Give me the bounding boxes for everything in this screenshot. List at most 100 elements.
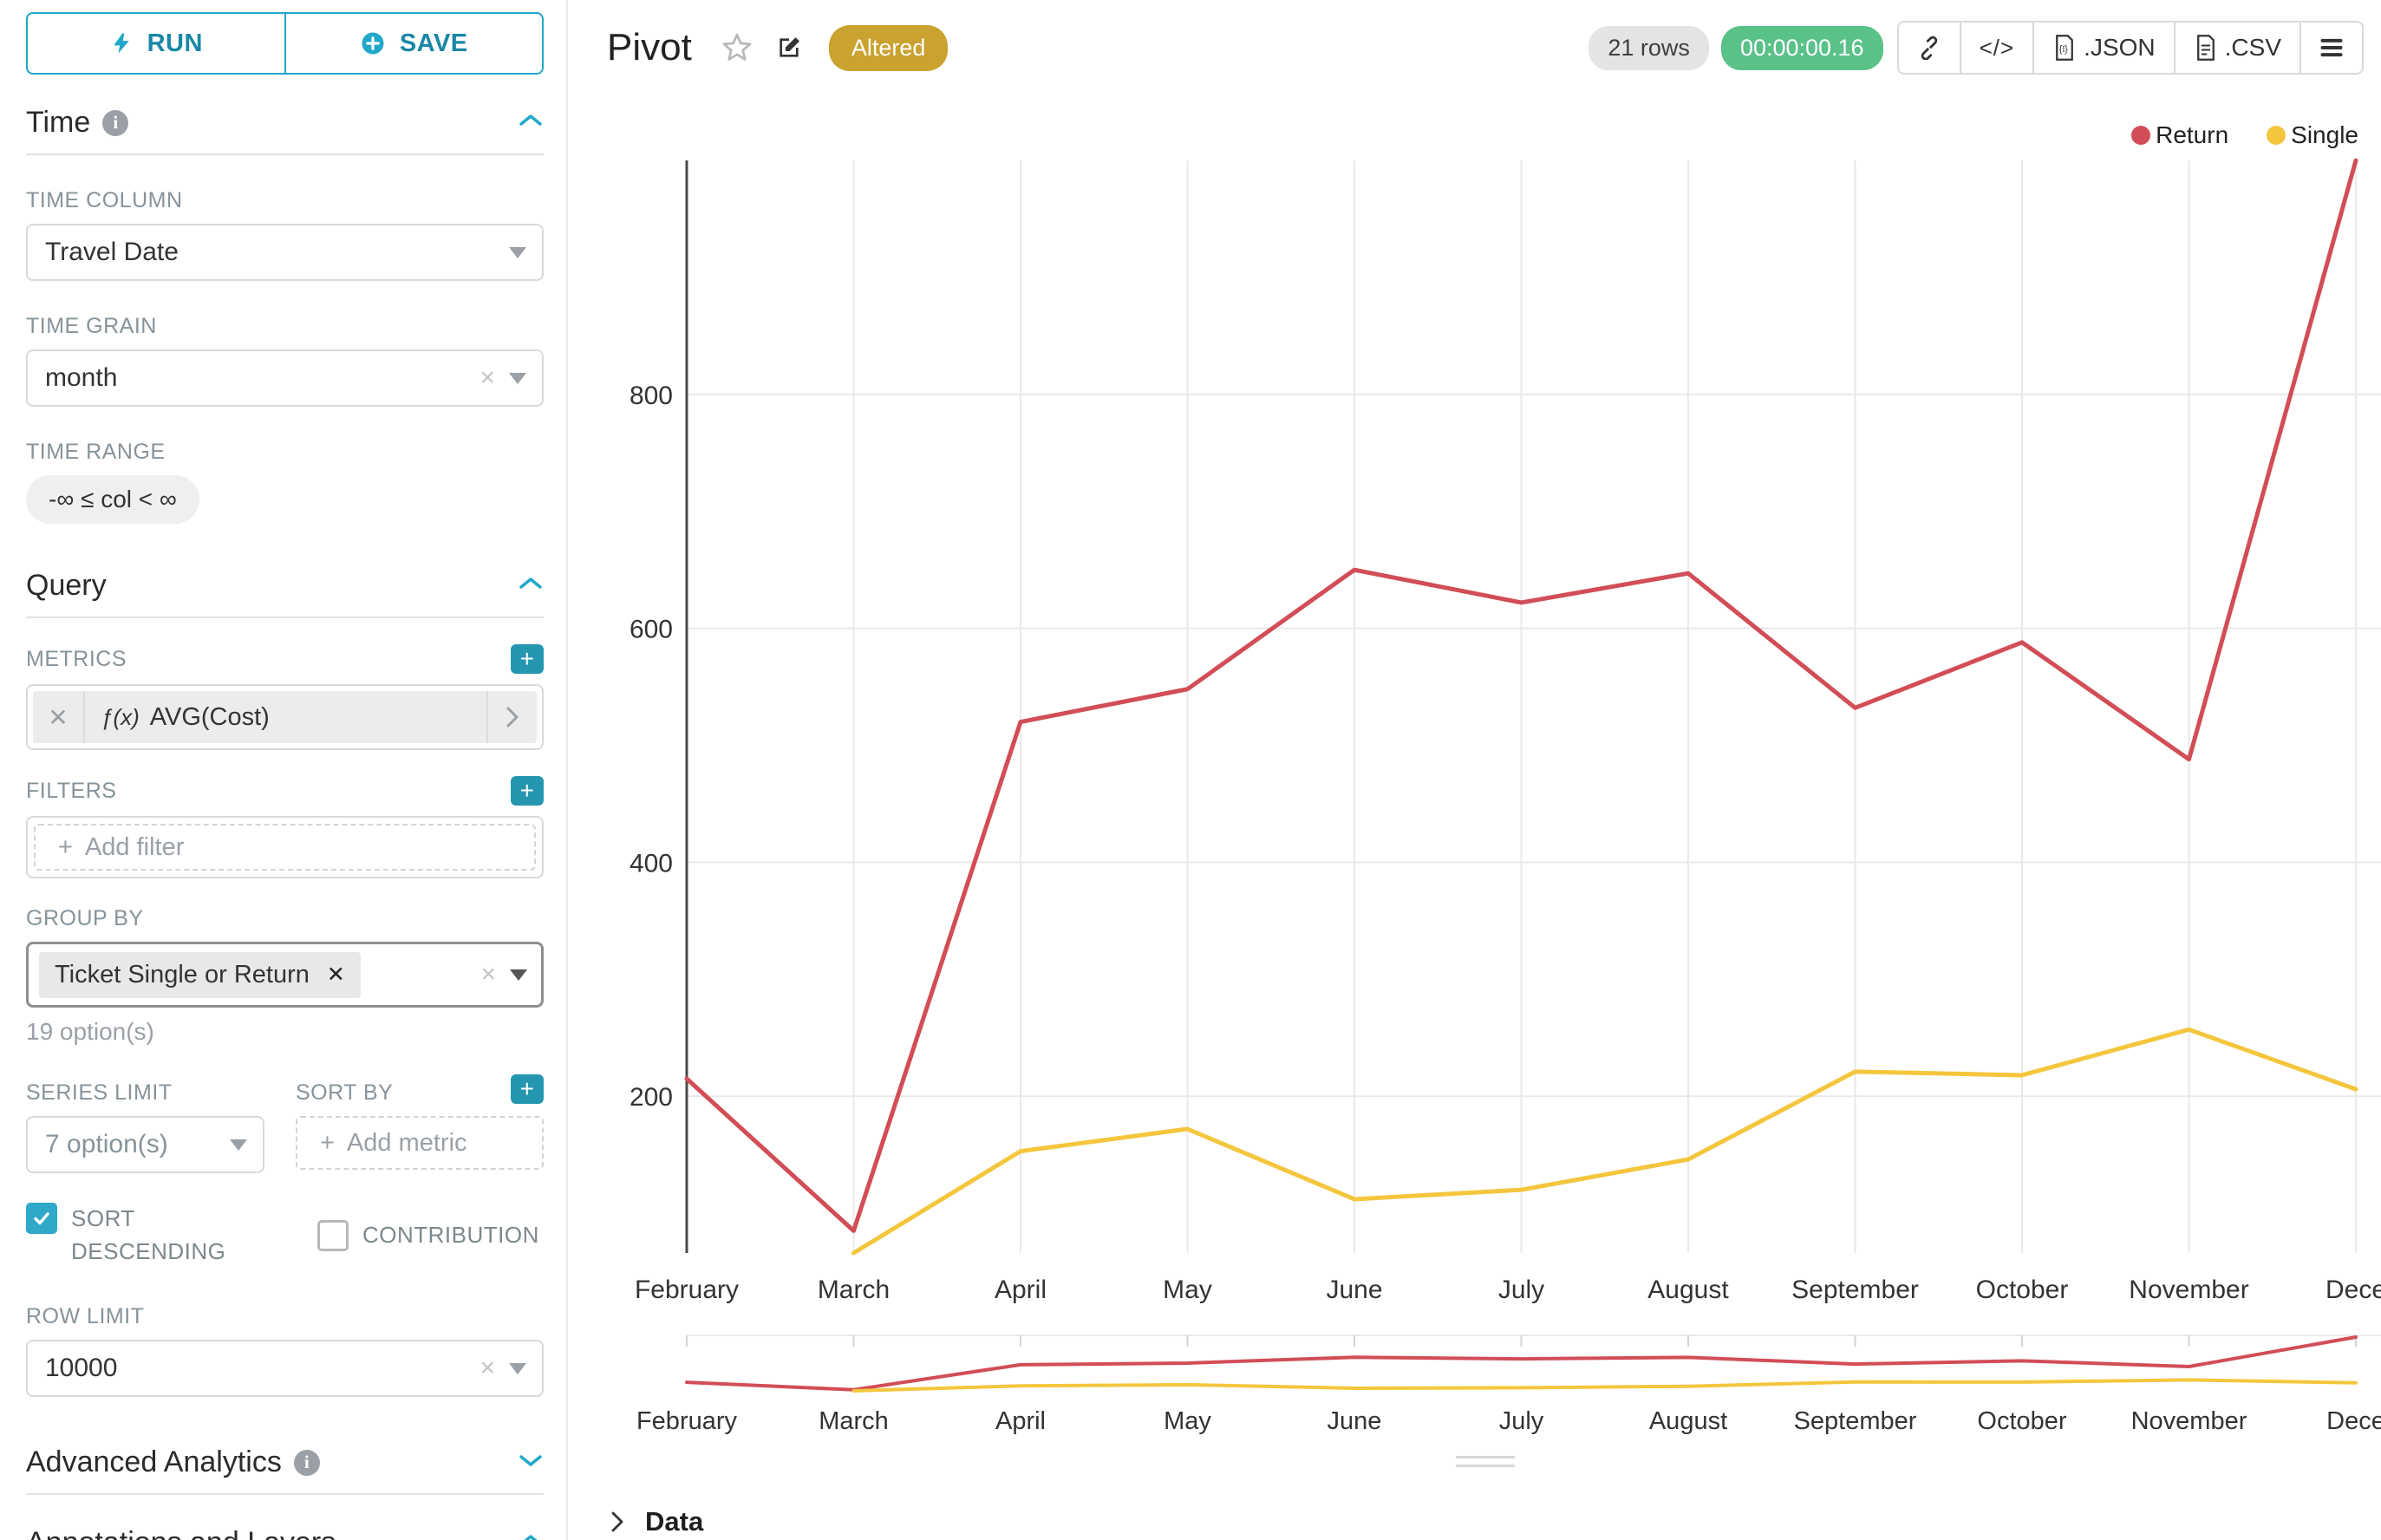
run-button-label: RUN (147, 29, 203, 57)
sort-by-placeholder[interactable]: + Add metric (296, 1116, 544, 1170)
plus-icon: + (58, 832, 73, 861)
group-by-label: GROUP BY (26, 906, 144, 930)
resize-handle[interactable] (1456, 1456, 1515, 1473)
add-filter-placeholder[interactable]: + Add filter (34, 824, 536, 871)
mini-x-axis-tick-label: June (1327, 1407, 1382, 1435)
clear-icon[interactable]: × (480, 960, 496, 989)
group-by-select[interactable]: Ticket Single or Return ✕ × (26, 942, 544, 1008)
sort-by-label: SORT BY (296, 1080, 394, 1105)
link-icon (1917, 36, 1941, 60)
checkbox-row: SORT DESCENDING CONTRIBUTION (26, 1203, 544, 1268)
query-section-header: Query (26, 569, 544, 603)
save-button-label: SAVE (399, 29, 468, 57)
time-range-pill[interactable]: -∞ ≤ col < ∞ (26, 475, 199, 524)
collapse-chevron-up-icon[interactable] (518, 575, 544, 597)
series-sort-row: SERIES LIMIT 7 option(s) SORT BY + + Add… (26, 1073, 544, 1173)
metrics-label-row: METRICS + (26, 644, 544, 674)
chevron-down-icon (510, 969, 527, 981)
data-panel-title: Data (645, 1506, 704, 1537)
clear-icon[interactable]: × (479, 1354, 495, 1383)
legend-item-single[interactable]: Single (2267, 121, 2358, 149)
metric-value: AVG(Cost) (149, 702, 270, 731)
json-file-icon: {᎒} (2052, 35, 2077, 61)
section-divider (26, 153, 544, 155)
time-range-label: TIME RANGE (26, 440, 166, 464)
x-axis-tick-label: October (1976, 1276, 2069, 1304)
time-grain-select[interactable]: month × (26, 349, 544, 407)
legend-dot (2131, 126, 2151, 145)
series-limit-select[interactable]: 7 option(s) (26, 1116, 264, 1173)
y-axis-tick-label: 200 (629, 1083, 673, 1112)
expand-chevron-down-icon[interactable] (518, 1452, 544, 1473)
x-axis-tick-label: Dece (2326, 1276, 2381, 1304)
advanced-analytics-title: Advanced Analytics (26, 1445, 282, 1479)
x-axis-tick-label: August (1647, 1276, 1729, 1304)
time-column-select[interactable]: Travel Date (26, 224, 544, 281)
embed-code-button[interactable]: </> (1961, 23, 2035, 73)
metrics-label: METRICS (26, 646, 127, 671)
filters-label-row: FILTERS + (26, 776, 544, 806)
mini-series-line-return (685, 1335, 2358, 1392)
collapse-chevron-up-icon[interactable] (518, 112, 544, 134)
x-axis-tick-label: June (1326, 1276, 1382, 1304)
chevron-down-icon (230, 1139, 247, 1151)
contribution-checkbox[interactable] (317, 1219, 349, 1251)
time-grain-label: TIME GRAIN (26, 314, 157, 338)
info-icon: i (102, 109, 129, 136)
edit-properties-icon[interactable] (775, 34, 803, 62)
timer-badge: 00:00:00.16 (1720, 25, 1883, 70)
remove-metric-icon[interactable]: ✕ (33, 691, 85, 743)
run-button[interactable]: RUN (26, 12, 285, 75)
add-filter-plus-button[interactable]: + (511, 776, 544, 806)
legend-item-return[interactable]: Return (2131, 121, 2228, 149)
mini-x-axis-tick-label: July (1499, 1407, 1544, 1435)
row-count-badge: 21 rows (1588, 25, 1709, 70)
add-metric-plus-button[interactable]: + (511, 644, 544, 674)
x-axis-tick-label: November (2129, 1276, 2248, 1304)
contribution-label: CONTRIBUTION (362, 1221, 539, 1248)
menu-button[interactable] (2301, 23, 2362, 73)
altered-badge: Altered (828, 24, 949, 71)
time-section-title: Time (26, 106, 91, 139)
sort-by-label-row: SORT BY + (296, 1073, 544, 1106)
fx-icon: ƒ(x) (101, 703, 140, 730)
chevron-right-icon (609, 1510, 626, 1534)
remove-chip-icon[interactable]: ✕ (326, 962, 345, 987)
mini-x-axis-tick-label: Dece (2326, 1407, 2381, 1435)
time-column-value: Travel Date (45, 238, 179, 266)
x-axis-tick-label: April (995, 1276, 1047, 1304)
time-grain-value: month (45, 363, 118, 392)
y-axis-tick-label: 800 (629, 382, 673, 410)
row-limit-value: 10000 (45, 1354, 118, 1383)
save-button[interactable]: SAVE (284, 12, 544, 75)
collapse-chevron-up-icon[interactable] (518, 1532, 544, 1540)
annotations-header: Annotations and Layers (26, 1526, 544, 1540)
lightning-bolt-icon (109, 31, 134, 55)
code-icon: </> (1979, 34, 2015, 61)
x-axis-tick-label: September (1791, 1276, 1919, 1304)
add-sort-metric-plus-button[interactable]: + (511, 1073, 544, 1104)
section-divider (26, 617, 544, 618)
export-csv-label: .CSV (2224, 34, 2281, 61)
group-by-chip-label: Ticket Single or Return (55, 960, 310, 989)
expand-chevron-right-icon[interactable] (486, 691, 537, 743)
copy-link-button[interactable] (1899, 23, 1961, 73)
sort-descending-checkbox[interactable] (26, 1203, 57, 1234)
export-json-button[interactable]: {᎒} .JSON (2034, 23, 2176, 73)
annotations-title: Annotations and Layers (26, 1526, 336, 1540)
metrics-container: ✕ ƒ(x) AVG(Cost) (26, 684, 544, 750)
mini-x-axis-tick-label: May (1164, 1407, 1211, 1435)
mini-x-axis-tick-label: February (636, 1407, 738, 1435)
row-limit-select[interactable]: 10000 × (26, 1340, 544, 1398)
clear-icon[interactable]: × (479, 363, 495, 392)
time-column-label: TIME COLUMN (26, 188, 183, 212)
export-toolbar: </> {᎒} .JSON .CSV (1896, 21, 2364, 75)
favorite-star-icon[interactable] (721, 32, 753, 63)
data-panel-toggle[interactable]: Data (609, 1506, 703, 1537)
line-chart-canvas: 200 400 600 800 February February March March Ap… (629, 158, 2381, 1435)
metric-item[interactable]: ✕ ƒ(x) AVG(Cost) (33, 691, 537, 743)
export-json-label: .JSON (2084, 34, 2156, 61)
mini-x-axis-tick-label: October (1977, 1407, 2066, 1435)
y-axis-tick-label: 400 (629, 849, 673, 878)
export-csv-button[interactable]: .CSV (2176, 23, 2301, 73)
